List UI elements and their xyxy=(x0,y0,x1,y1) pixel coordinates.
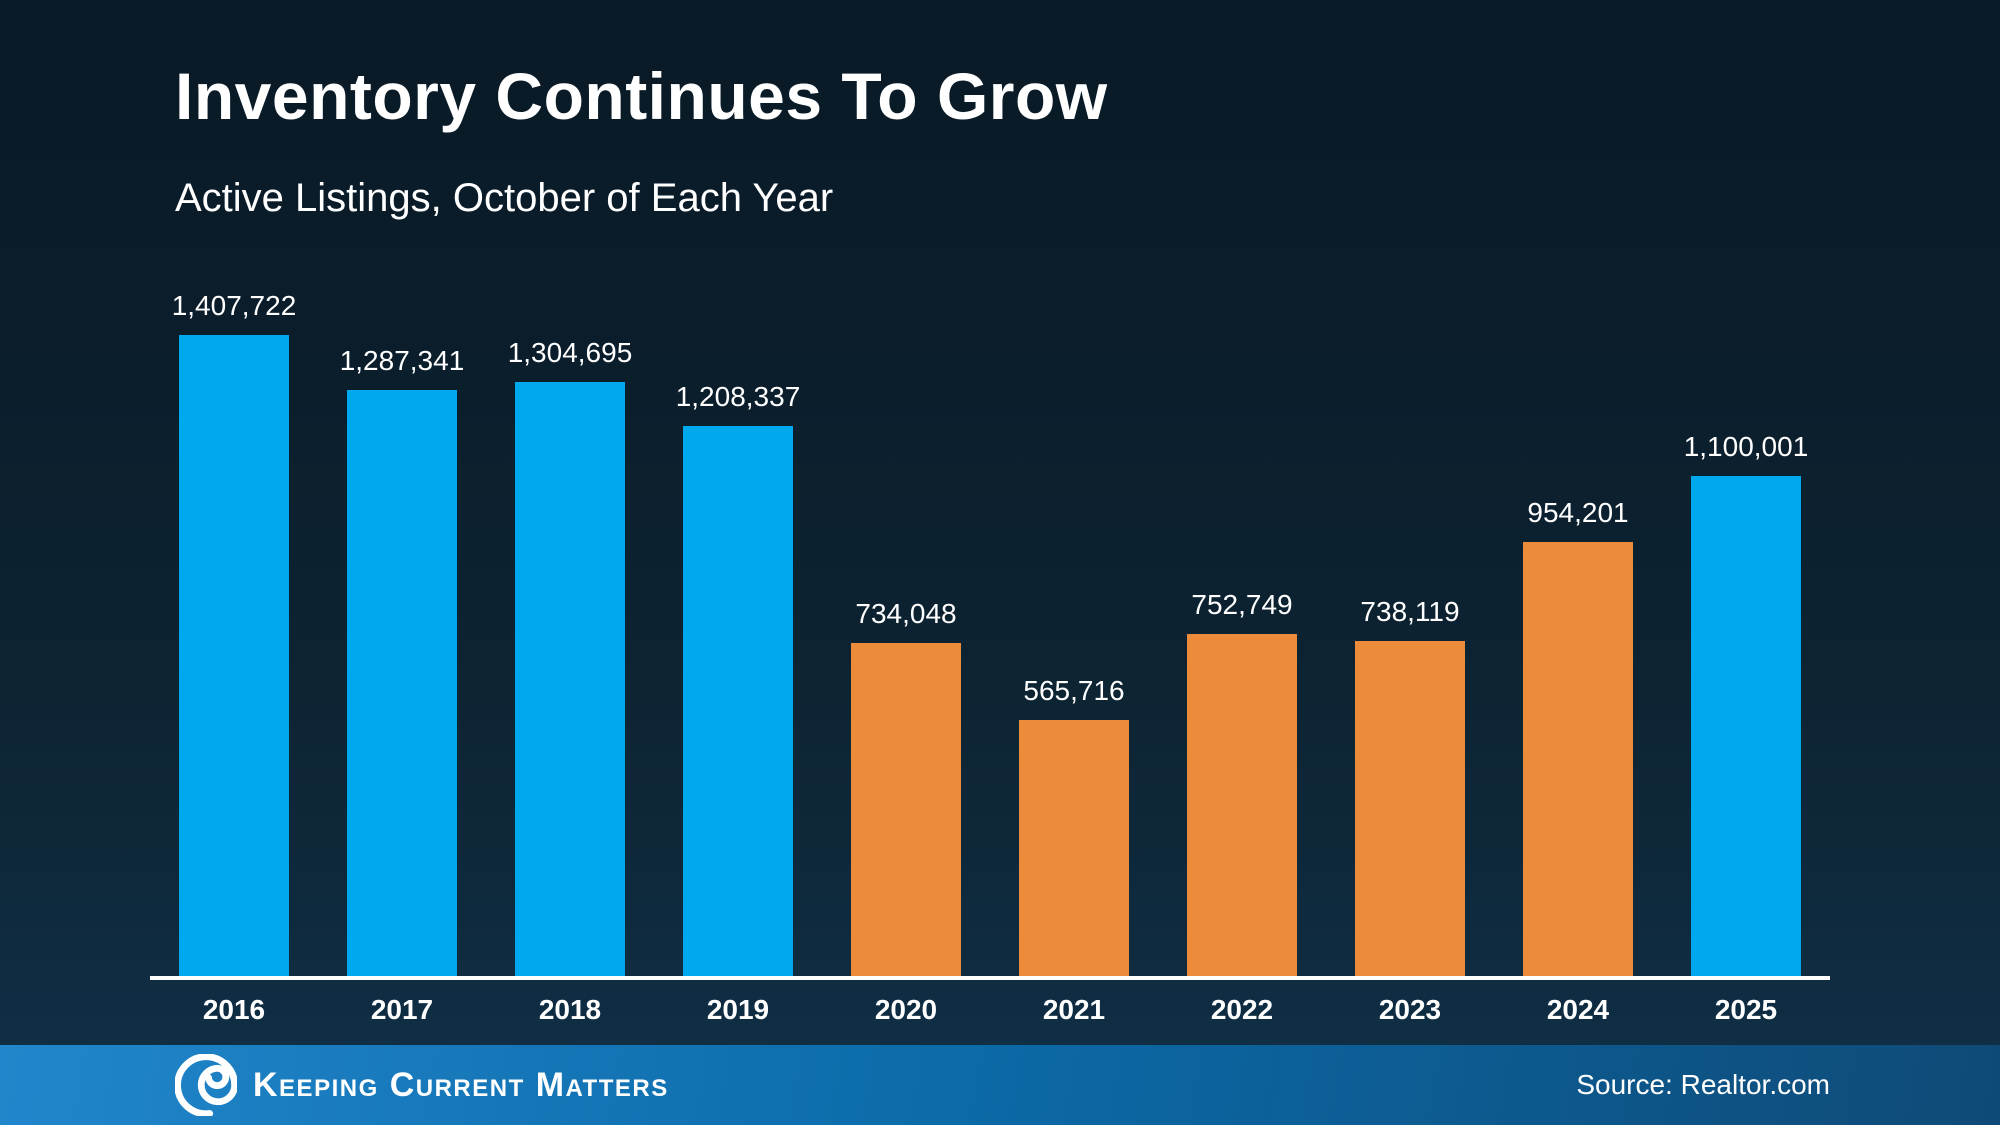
bar-value-label-2018: 1,304,695 xyxy=(507,337,633,368)
bar-group-2021: 565,716 xyxy=(990,675,1158,978)
bar-2023 xyxy=(1355,641,1465,978)
brand-lockup: Keeping Current Matters xyxy=(175,1054,669,1116)
bar-group-2024: 954,201 xyxy=(1494,497,1662,978)
x-axis-label-2021: 2021 xyxy=(1042,994,1106,1025)
x-axis-labels: 2016 2017 2018 2019 2020 2021 2022 2023 2024 2025 xyxy=(150,994,1830,1026)
bar-value-label-2020: 734,048 xyxy=(855,598,957,629)
chart-subtitle: Active Listings, October of Each Year xyxy=(175,176,834,220)
bar-value-label-2024: 954,201 xyxy=(1527,497,1629,528)
bar-2024 xyxy=(1523,542,1633,978)
bar-2019 xyxy=(683,426,793,978)
x-axis-label-2017: 2017 xyxy=(370,994,434,1025)
bar-group-2022: 752,749 xyxy=(1158,589,1326,978)
x-axis-label-2019: 2019 xyxy=(706,994,770,1025)
bar-value-label-2017: 1,287,341 xyxy=(339,345,465,376)
bars-row: 1,407,722 1,287,341 1,304,695 1,208,337 734,… xyxy=(150,0,1830,978)
bar-value-label-2023: 738,119 xyxy=(1360,596,1460,627)
bar-group-2017: 1,287,341 xyxy=(318,345,486,978)
bar-group-2025: 1,100,001 xyxy=(1662,431,1830,978)
bar-group-2020: 734,048 xyxy=(822,598,990,978)
bar-2018 xyxy=(515,382,625,978)
bar-2021 xyxy=(1019,720,1129,978)
bar-2016 xyxy=(179,335,289,978)
kcm-swirl-icon xyxy=(175,1054,237,1116)
x-axis-line xyxy=(150,976,1830,980)
chart-title: Inventory Continues To Grow xyxy=(175,59,1108,133)
bar-group-2019: 1,208,337 xyxy=(654,381,822,978)
bar-2020 xyxy=(851,643,961,978)
bar-2022 xyxy=(1187,634,1297,978)
bar-group-2023: 738,119 xyxy=(1326,596,1494,978)
x-axis-label-2022: 2022 xyxy=(1210,994,1274,1025)
x-axis-label-2018: 2018 xyxy=(538,994,602,1025)
source-attribution: Source: Realtor.com xyxy=(1576,1069,1830,1100)
bar-value-label-2019: 1,208,337 xyxy=(675,381,801,412)
bar-chart: 1,407,722 1,287,341 1,304,695 1,208,337 734,… xyxy=(150,0,1830,978)
x-axis-label-2023: 2023 xyxy=(1378,994,1442,1025)
bar-group-2016: 1,407,722 xyxy=(150,290,318,978)
x-axis-label-2025: 2025 xyxy=(1714,994,1778,1025)
bar-2017 xyxy=(347,390,457,978)
x-axis-label-2020: 2020 xyxy=(874,994,938,1025)
brand-name: Keeping Current Matters xyxy=(253,1065,669,1104)
bar-value-label-2016: 1,407,722 xyxy=(171,290,297,321)
bar-group-2018: 1,304,695 xyxy=(486,337,654,978)
x-axis-label-2024: 2024 xyxy=(1546,994,1610,1025)
bar-value-label-2025: 1,100,001 xyxy=(1683,431,1809,462)
bar-2025 xyxy=(1691,476,1801,978)
x-axis-label-2016: 2016 xyxy=(202,994,266,1025)
bar-value-label-2022: 752,749 xyxy=(1191,589,1293,620)
footer-bar: Keeping Current Matters Source: Realtor.… xyxy=(0,1045,2000,1125)
bar-value-label-2021: 565,716 xyxy=(1023,675,1125,706)
